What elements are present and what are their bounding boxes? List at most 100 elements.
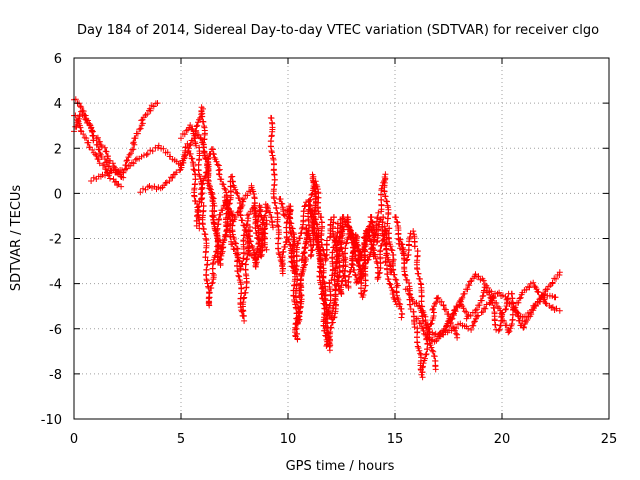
data-point xyxy=(489,294,496,301)
data-point xyxy=(127,150,134,157)
data-point xyxy=(260,230,267,237)
data-point xyxy=(130,139,137,146)
data-point xyxy=(187,150,194,157)
data-point xyxy=(434,333,441,340)
data-point xyxy=(307,203,314,209)
data-point xyxy=(337,246,344,253)
data-point xyxy=(426,334,433,341)
data-point xyxy=(495,327,502,334)
data-point xyxy=(461,290,468,297)
data-point xyxy=(552,294,559,301)
data-point xyxy=(349,231,356,238)
data-point xyxy=(232,240,239,246)
data-point xyxy=(501,318,507,324)
data-point xyxy=(124,157,131,164)
data-point xyxy=(93,152,100,159)
data-point xyxy=(464,286,471,293)
data-point xyxy=(517,294,524,301)
data-point xyxy=(407,301,414,308)
data-point xyxy=(295,312,302,319)
data-point xyxy=(114,182,121,189)
data-point xyxy=(132,156,139,163)
data-point xyxy=(324,237,330,244)
data-point xyxy=(419,363,426,370)
data-point xyxy=(211,221,218,228)
data-point xyxy=(483,301,490,308)
y-tick-label: 0 xyxy=(54,187,62,202)
data-point xyxy=(288,233,295,240)
data-point xyxy=(472,307,479,314)
data-point xyxy=(321,293,328,299)
data-point xyxy=(137,189,144,196)
data-point xyxy=(358,266,365,273)
data-point xyxy=(256,249,263,256)
data-point xyxy=(236,195,243,202)
data-point xyxy=(75,118,82,125)
data-point xyxy=(207,186,214,193)
data-point xyxy=(196,203,202,210)
data-point xyxy=(443,323,449,330)
data-point xyxy=(220,203,227,209)
data-point xyxy=(192,127,199,134)
data-point xyxy=(302,261,308,268)
data-point xyxy=(392,276,399,283)
data-point xyxy=(303,256,309,263)
data-point xyxy=(499,311,506,318)
data-point xyxy=(244,192,251,199)
data-point xyxy=(282,243,288,250)
data-point xyxy=(287,228,294,235)
data-point xyxy=(430,348,437,355)
data-point xyxy=(104,159,111,166)
data-point xyxy=(331,314,338,321)
data-point xyxy=(209,279,216,286)
data-point xyxy=(221,185,228,192)
data-point xyxy=(387,269,394,276)
data-point xyxy=(327,325,334,331)
data-point xyxy=(347,268,354,275)
data-point xyxy=(368,227,375,234)
data-point xyxy=(90,137,97,144)
data-point xyxy=(361,288,368,295)
data-point xyxy=(526,284,533,291)
data-point xyxy=(335,274,342,281)
data-point xyxy=(332,238,339,245)
data-point xyxy=(521,324,527,331)
data-point xyxy=(316,255,323,262)
data-point xyxy=(478,297,485,304)
data-point xyxy=(504,296,511,303)
data-point xyxy=(225,205,232,212)
data-point xyxy=(388,246,395,253)
data-point xyxy=(199,180,206,187)
data-point xyxy=(132,135,139,142)
data-point xyxy=(407,291,414,298)
data-point xyxy=(484,284,491,291)
data-point xyxy=(207,183,213,190)
data-point xyxy=(404,286,411,293)
data-point xyxy=(414,343,421,350)
data-point xyxy=(273,205,280,212)
data-point xyxy=(463,315,470,322)
data-point xyxy=(248,242,255,249)
x-tick-label: 25 xyxy=(601,432,618,447)
data-point xyxy=(352,253,359,259)
data-point xyxy=(276,251,283,258)
data-point xyxy=(199,113,206,120)
data-point xyxy=(105,153,111,160)
data-point xyxy=(309,191,316,198)
data-point xyxy=(196,173,203,180)
data-point xyxy=(300,266,307,273)
data-point xyxy=(360,262,367,269)
data-point xyxy=(320,290,327,296)
data-point xyxy=(206,182,213,189)
data-point xyxy=(313,230,320,237)
data-point xyxy=(291,298,298,305)
data-point xyxy=(120,174,127,181)
data-point xyxy=(220,181,227,188)
data-point xyxy=(334,278,341,285)
data-point xyxy=(428,344,435,351)
data-point xyxy=(307,253,314,260)
grid-lines xyxy=(74,58,609,419)
data-point xyxy=(197,135,204,142)
data-point xyxy=(387,263,394,270)
data-point xyxy=(496,289,503,296)
